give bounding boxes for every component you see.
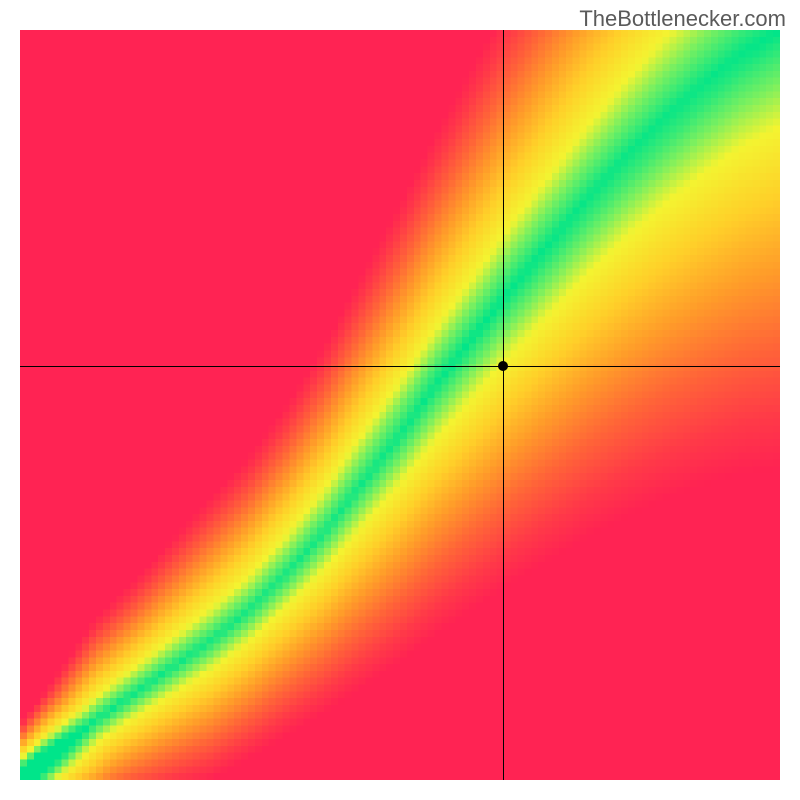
crosshair-vertical bbox=[503, 30, 504, 780]
bottleneck-heatmap bbox=[20, 30, 780, 780]
watermark-text: TheBottlenecker.com bbox=[579, 6, 786, 32]
crosshair-horizontal bbox=[20, 366, 780, 367]
heatmap-canvas bbox=[20, 30, 780, 780]
operating-point-marker bbox=[498, 361, 508, 371]
